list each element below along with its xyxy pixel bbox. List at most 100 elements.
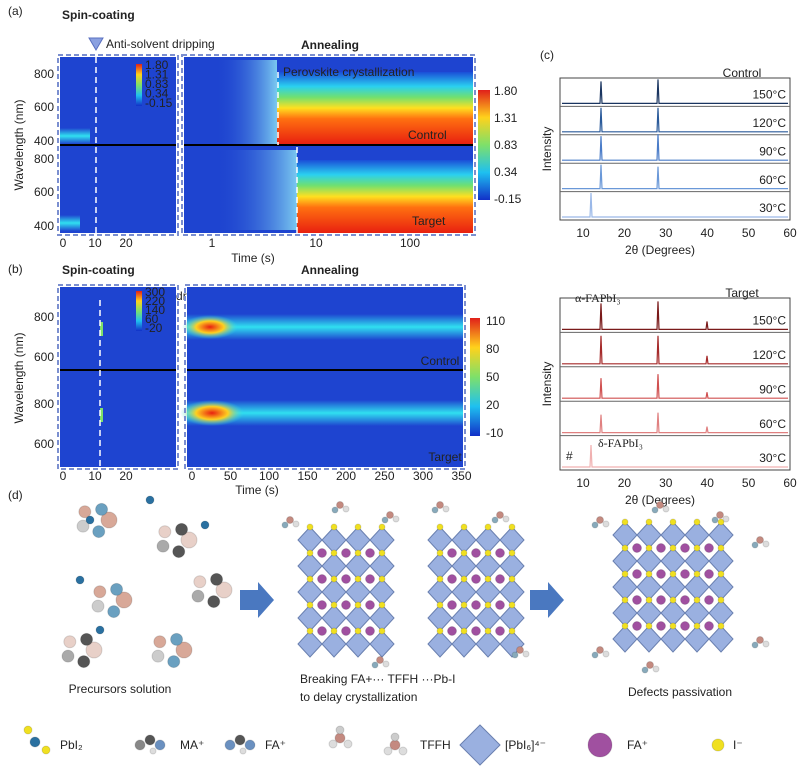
atom [496, 511, 504, 519]
label: TFFH [420, 738, 451, 752]
label: MA⁺ [180, 738, 204, 752]
atom [762, 640, 770, 648]
atom [652, 665, 660, 673]
atom [447, 626, 457, 636]
atom [621, 570, 629, 578]
xrd-trace [562, 335, 788, 365]
atom [145, 495, 155, 505]
label: Breaking FA+··· TFFH ···Pb-I [300, 672, 455, 686]
label: (d) [8, 488, 23, 502]
atom [511, 651, 519, 659]
label: 50 [486, 370, 500, 384]
atom [484, 523, 492, 531]
atom [158, 525, 172, 539]
atom [471, 574, 481, 584]
label: Target [428, 450, 462, 464]
octahedron [636, 599, 662, 627]
label: 600 [34, 100, 54, 114]
atom [382, 660, 390, 668]
heatmap-streak [100, 322, 103, 336]
atom [354, 523, 362, 531]
atom [508, 523, 516, 531]
octahedron [636, 547, 662, 575]
atom [756, 636, 764, 644]
atom [335, 725, 345, 735]
atom [306, 601, 314, 609]
atom [756, 536, 764, 544]
octahedron [708, 625, 734, 653]
octahedron [297, 526, 323, 554]
atom [645, 570, 653, 578]
atom [110, 582, 124, 596]
atom [154, 739, 166, 751]
atom [632, 595, 642, 605]
octahedron [297, 630, 323, 658]
xrd-trace [562, 164, 788, 190]
atom [669, 596, 677, 604]
octahedron [636, 573, 662, 601]
label: 110 [486, 314, 505, 328]
label: Annealing [301, 263, 359, 277]
label: 60 [145, 312, 159, 326]
label: 30 [659, 226, 673, 240]
atom [602, 650, 610, 658]
atom [711, 738, 725, 752]
atom [61, 649, 75, 663]
label: δ-FAPbI₃ [598, 436, 643, 450]
atom [716, 511, 724, 519]
label: 90°C [759, 382, 786, 396]
atom [662, 505, 670, 513]
atom [306, 627, 314, 635]
atom [508, 575, 516, 583]
label: 30°C [759, 451, 786, 465]
atom [92, 525, 106, 539]
atom [378, 575, 386, 583]
label: Spin-coating [62, 263, 135, 277]
atom [460, 575, 468, 583]
atom [436, 549, 444, 557]
label: 1.80 [494, 84, 518, 98]
label: to delay crystallization [300, 690, 417, 704]
xrd-trace [562, 107, 788, 133]
atom [341, 574, 351, 584]
atom [175, 522, 189, 536]
label: FA⁺ [627, 738, 648, 752]
xrd-trace [562, 79, 788, 104]
atom [751, 641, 759, 649]
label: 600 [34, 185, 54, 199]
octahedron [708, 573, 734, 601]
atom [587, 732, 613, 758]
atom [436, 627, 444, 635]
atom [516, 646, 524, 654]
label: 150°C [753, 314, 787, 328]
atom [383, 746, 393, 756]
label: # [566, 449, 573, 463]
label: 600 [34, 437, 54, 451]
atom [431, 506, 439, 514]
octahedron [297, 578, 323, 606]
atom [508, 601, 516, 609]
octahedron [297, 552, 323, 580]
octahedron [708, 521, 734, 549]
atom [76, 519, 90, 533]
panel-frame [181, 54, 476, 236]
label: 10 [88, 236, 102, 250]
heatmap-red [297, 160, 473, 233]
atom [331, 506, 339, 514]
atom [365, 548, 375, 558]
octahedron [475, 526, 501, 554]
label: Control [408, 128, 447, 142]
atom [602, 520, 610, 528]
octahedron [427, 526, 453, 554]
label: -20 [145, 321, 163, 335]
atom [711, 516, 719, 524]
atom [91, 599, 105, 613]
atom [656, 621, 666, 631]
xrd-trace [562, 374, 788, 399]
octahedron [345, 630, 371, 658]
label: Time (s) [231, 251, 275, 265]
atom [680, 621, 690, 631]
atom [381, 516, 389, 524]
label: 10 [88, 469, 102, 483]
atom [336, 501, 344, 509]
